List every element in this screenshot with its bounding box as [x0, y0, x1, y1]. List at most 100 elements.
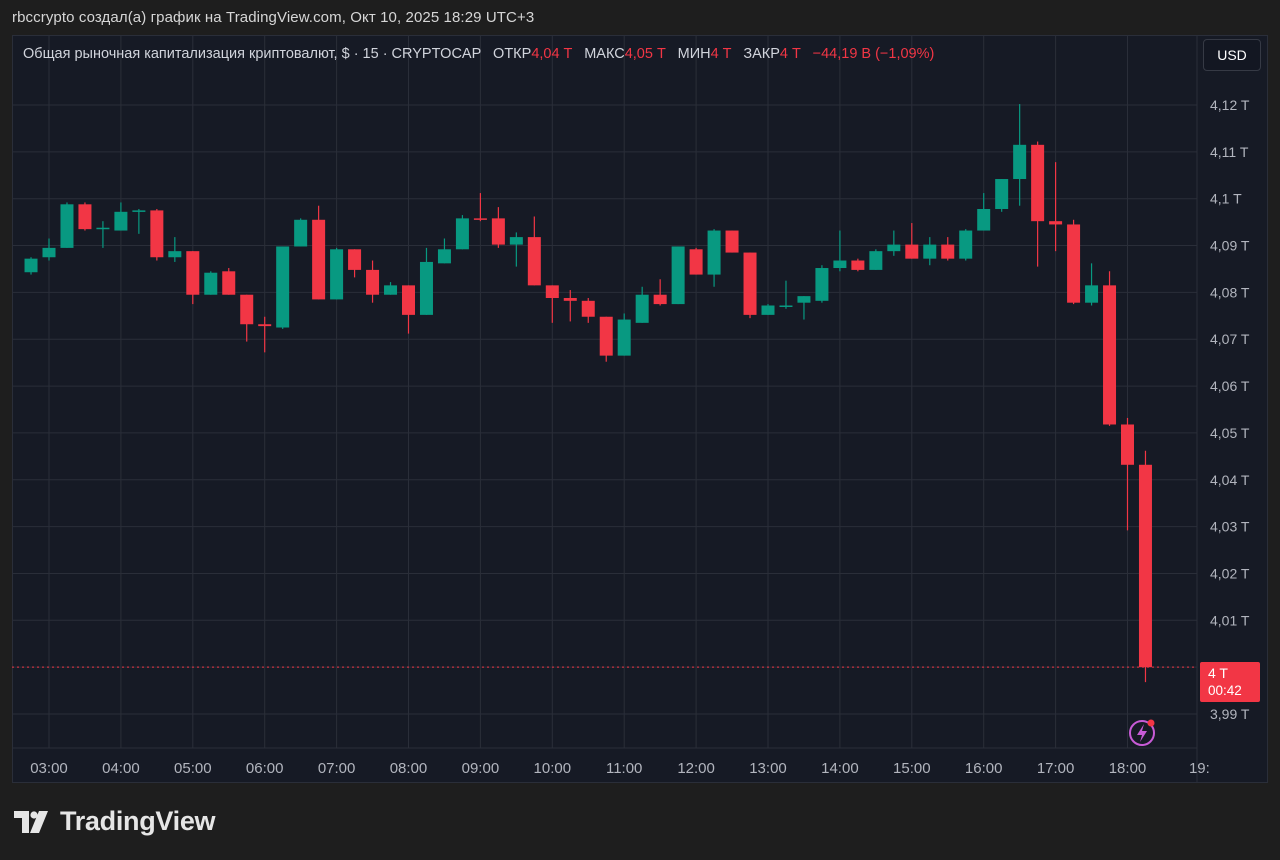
candle-body	[42, 247, 56, 258]
candle-body	[1121, 424, 1134, 465]
candle	[959, 229, 973, 261]
lightning-alert-icon[interactable]	[1129, 719, 1155, 746]
candle	[384, 282, 398, 295]
candle-body	[779, 305, 793, 308]
time-tick-label: 03:00	[30, 760, 68, 777]
time-tick-label: 10:00	[534, 760, 572, 777]
candle-body	[815, 268, 829, 301]
candle	[168, 237, 182, 262]
candle	[258, 316, 272, 353]
candle	[204, 271, 218, 295]
candle	[294, 218, 308, 247]
candle	[114, 202, 128, 231]
time-tick-label: 11:00	[606, 760, 642, 777]
candle	[348, 249, 362, 278]
time-tick-label: 15:00	[893, 760, 931, 777]
candle	[491, 207, 505, 248]
candle-body	[491, 218, 505, 245]
price-tick-label: 4,02 T	[1210, 565, 1250, 581]
candle-body	[959, 230, 973, 259]
candle	[437, 238, 451, 264]
candle-body	[941, 244, 955, 259]
candle-body	[258, 324, 272, 327]
candle	[563, 290, 577, 322]
price-tick-label: 4,03 T	[1210, 519, 1250, 535]
candle-body	[330, 249, 344, 300]
currency-button[interactable]: USD	[1203, 39, 1261, 71]
time-tick-label: 13:00	[749, 760, 787, 777]
candle	[779, 280, 793, 309]
time-tick-label: 14:00	[821, 760, 859, 777]
candle	[402, 285, 415, 334]
chart-legend: Общая рыночная капитализация криптовалют…	[23, 46, 934, 62]
open-value: 4,04 T	[531, 46, 573, 62]
time-tick-label: 17:00	[1037, 760, 1075, 777]
candle-body	[1013, 144, 1027, 180]
candle-body	[150, 210, 164, 258]
candle-body	[437, 249, 451, 264]
candle	[132, 208, 146, 234]
candle	[815, 265, 829, 303]
candle-body	[1138, 464, 1152, 668]
price-tick-label: 4,11 T	[1210, 144, 1249, 160]
candle	[545, 285, 559, 323]
candle	[330, 247, 344, 300]
price-tick-label: 4,09 T	[1210, 238, 1250, 254]
price-tick-label: 4,04 T	[1210, 472, 1250, 488]
candle	[1085, 263, 1099, 306]
symbol-title: Общая рыночная капитализация криптовалют…	[23, 46, 482, 62]
candle	[1013, 104, 1027, 206]
candle-body	[419, 261, 433, 315]
candle-body	[1103, 285, 1117, 425]
candle	[60, 202, 74, 248]
candle	[743, 252, 757, 319]
time-tick-label: 16:00	[965, 760, 1003, 777]
candle	[1138, 450, 1152, 683]
price-tick-label: 4,07 T	[1210, 331, 1250, 347]
candle-body	[240, 294, 254, 325]
candle	[977, 193, 991, 231]
time-tick-label: 18:00	[1109, 760, 1147, 777]
bar-countdown: 00:42	[1208, 683, 1242, 698]
close-label: ЗАКР	[743, 46, 780, 62]
price-axis[interactable]: 3,99 T 4,01 T 4,02 T 4,03 T 4,04 T 4,05 T 4,06…	[1196, 36, 1250, 782]
candle	[509, 232, 523, 267]
candle	[761, 304, 775, 315]
candle	[869, 249, 883, 270]
logo-text: TradingView	[60, 806, 216, 836]
chart-frame[interactable]	[12, 35, 1268, 783]
tradingview-logo-icon	[14, 810, 48, 833]
candle	[1067, 219, 1081, 305]
last-price-tag: 4 T 00:42	[1200, 662, 1260, 702]
candle	[96, 221, 110, 248]
candle	[1103, 271, 1117, 426]
candle	[150, 208, 164, 261]
candle	[689, 247, 703, 275]
candle	[635, 286, 649, 323]
time-axis[interactable]: 03:00 04:00 05:00 06:00 07:00 08:00 09:00 10:00…	[12, 747, 1210, 777]
candle-body	[473, 218, 487, 220]
time-tick-label: 09:00	[462, 760, 500, 777]
candle-body	[204, 272, 218, 295]
candle-body	[977, 208, 991, 231]
candle-body	[743, 252, 757, 315]
candle	[995, 179, 1009, 212]
candle	[42, 238, 56, 261]
candle-body	[402, 285, 415, 315]
candle-body	[276, 246, 290, 328]
candle	[276, 246, 290, 329]
candle-body	[366, 269, 380, 295]
low-label: МИН	[677, 46, 711, 62]
candle	[833, 230, 847, 272]
tradingview-logo[interactable]: TradingView	[14, 806, 216, 837]
candle-body	[797, 296, 811, 303]
high-value: 4,05 T	[624, 46, 666, 62]
candle-body	[995, 179, 1009, 209]
candle-body	[545, 285, 559, 299]
candle-body	[294, 219, 308, 247]
candle-body	[617, 319, 631, 356]
candle	[24, 257, 38, 275]
candle-body	[833, 260, 847, 269]
time-tick-label: 07:00	[318, 760, 356, 777]
